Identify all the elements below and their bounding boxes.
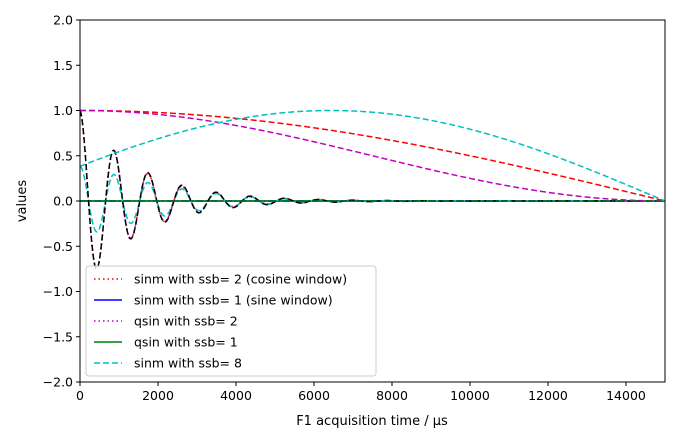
x-tick-label: 2000 [142,388,174,403]
x-tick-label: 10000 [450,388,490,403]
legend-entry: sinm with ssb= 1 (sine window) [134,293,333,308]
y-tick-label: 1.5 [53,58,73,73]
x-axis-label: F1 acquisition time / µs [296,414,448,429]
x-tick-label: 6000 [298,388,330,403]
legend: sinm with ssb= 2 (cosine window) sinm wit… [85,265,377,377]
legend-box [85,265,377,377]
y-tick-label: −2.0 [43,375,73,390]
x-tick-label: 8000 [376,388,408,403]
legend-entry: qsin with ssb= 2 [134,314,238,329]
y-tick-label: −1.0 [43,284,73,299]
x-tick-label: 12000 [528,388,568,403]
legend-entry: qsin with ssb= 1 [134,335,238,350]
y-tick-label: 1.0 [53,103,73,118]
x-axis: 0 2000 4000 6000 8000 10000 12000 14000 [76,382,646,403]
y-axis-label: values [15,180,30,223]
x-tick-label: 14000 [606,388,646,403]
series-layer [80,109,665,270]
y-tick-label: 0.0 [53,194,73,209]
x-tick-label: 4000 [220,388,252,403]
y-tick-label: 2.0 [53,13,73,28]
window-series-sinm-ssb8 [80,109,665,202]
legend-entry: sinm with ssb= 8 [134,356,242,371]
window-series-qsin-ssb2 [80,109,665,202]
y-tick-label: −0.5 [43,239,73,254]
y-tick-label: 0.5 [53,148,73,163]
x-tick-label: 0 [76,388,84,403]
y-axis: −2.0 −1.5 −1.0 −0.5 0.0 0.5 1.0 1.5 2.0 [43,13,80,390]
y-tick-label: −1.5 [43,329,73,344]
legend-entry: sinm with ssb= 2 (cosine window) [134,272,347,287]
